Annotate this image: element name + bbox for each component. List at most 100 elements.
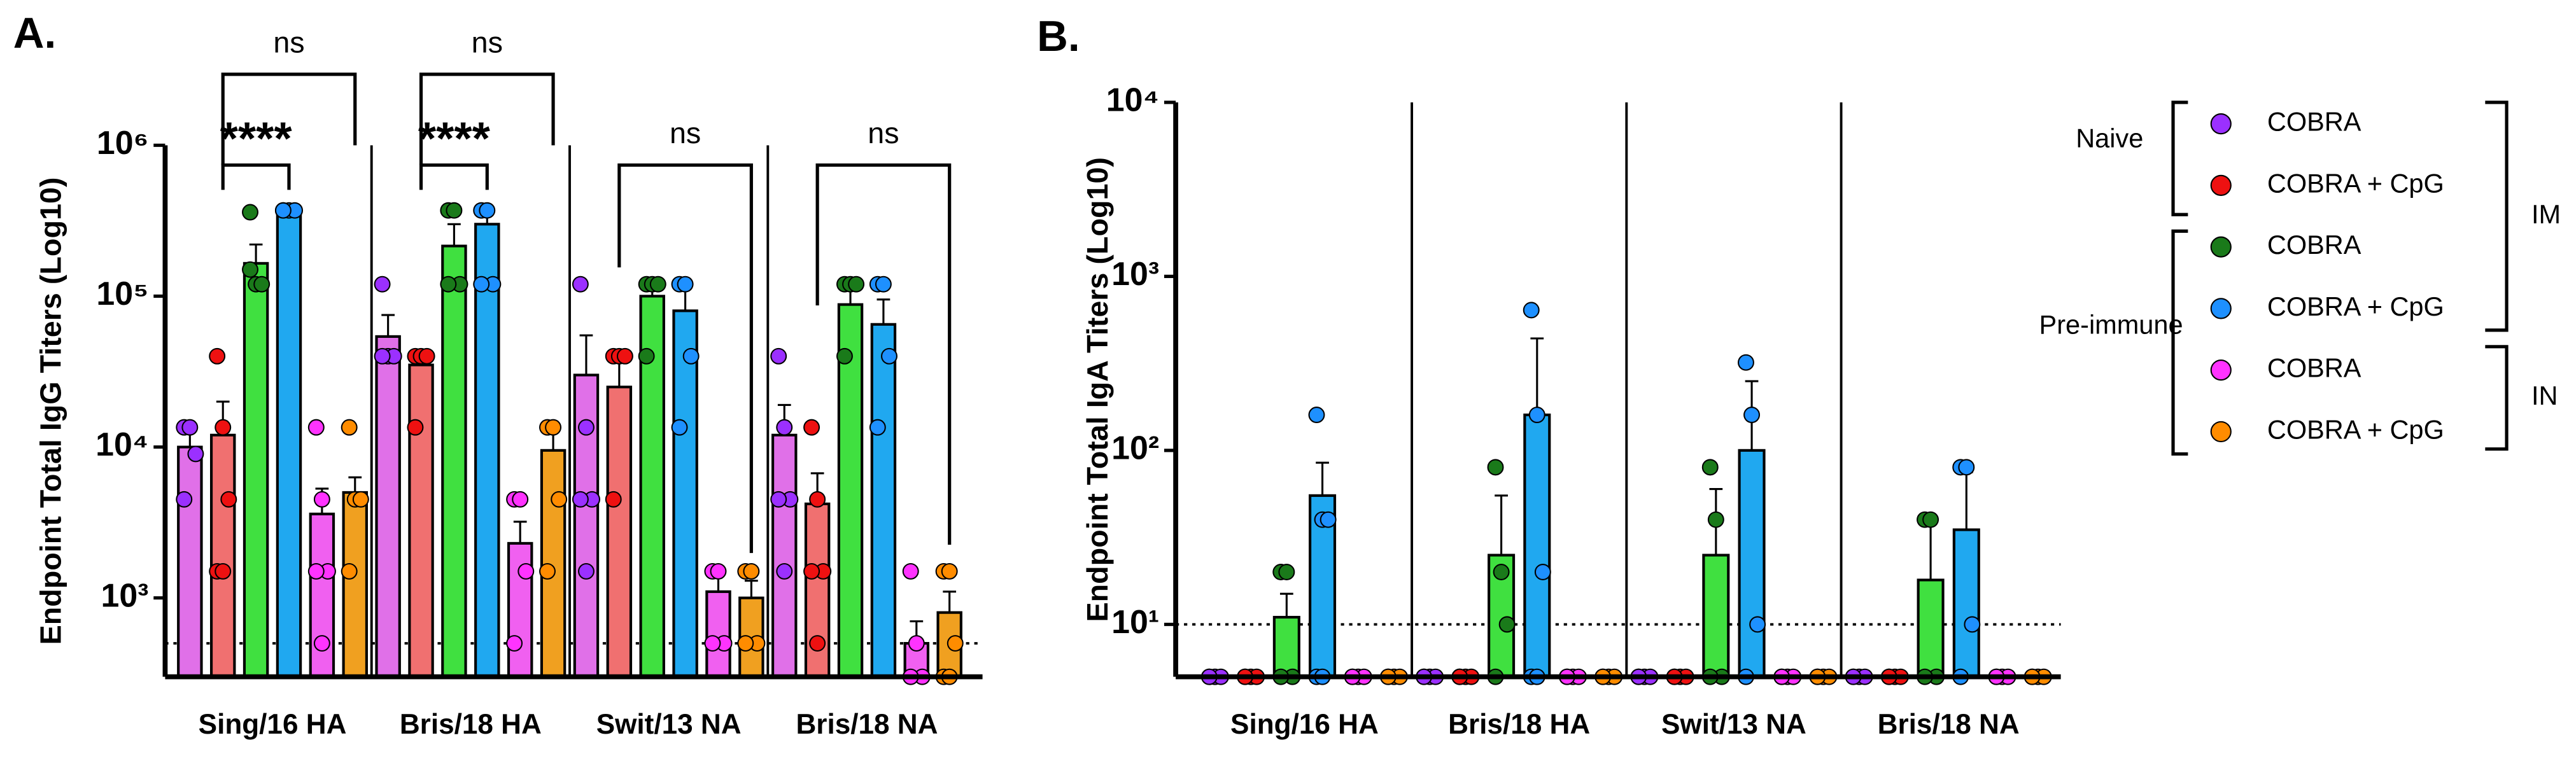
data-point — [1534, 564, 1551, 580]
bar — [705, 590, 731, 678]
bar — [342, 491, 368, 678]
legend-bracket — [2485, 345, 2509, 451]
data-point — [1958, 459, 1975, 476]
data-point — [616, 347, 633, 365]
significance-bracket — [221, 73, 357, 165]
y-tick-label: 10⁴ — [95, 426, 148, 463]
legend-label: COBRA — [2267, 230, 2361, 260]
significance-bracket — [419, 73, 555, 165]
data-point — [902, 562, 919, 580]
x-tick-label: Bris/18 NA — [796, 709, 938, 740]
data-point — [803, 562, 820, 580]
x-tick-label: Bris/18 HA — [1448, 709, 1590, 740]
legend-label: COBRA — [2267, 107, 2361, 137]
data-point — [770, 347, 787, 365]
data-point — [517, 562, 535, 580]
data-point — [473, 276, 490, 293]
data-point — [253, 276, 271, 293]
data-point — [704, 635, 721, 652]
x-tick-label: Swit/13 NA — [1661, 709, 1806, 740]
error-bar — [579, 334, 593, 375]
legend-swatch — [2210, 113, 2232, 135]
y-tick-label: 10¹ — [1111, 603, 1159, 640]
data-point — [1737, 354, 1754, 371]
legend-swatch — [2210, 174, 2232, 196]
data-point — [710, 562, 727, 580]
bar — [606, 386, 633, 678]
bar — [1952, 528, 1980, 678]
data-point — [941, 562, 958, 580]
data-point — [605, 491, 622, 508]
data-point — [572, 491, 589, 508]
x-tick-label: Swit/13 NA — [596, 709, 742, 740]
data-point — [577, 562, 595, 580]
data-point — [908, 635, 925, 652]
bar — [507, 541, 533, 678]
data-point — [215, 562, 232, 580]
significance-label: **** — [220, 113, 293, 164]
data-point — [242, 204, 258, 221]
data-point — [313, 635, 330, 652]
bar — [243, 262, 269, 678]
data-point — [539, 562, 556, 580]
legend-swatch — [2210, 421, 2232, 443]
y-tick-label: 10⁴ — [1106, 81, 1159, 118]
data-point — [1278, 564, 1295, 580]
significance-label: ns — [472, 25, 503, 59]
significance-label: ns — [670, 116, 701, 150]
bar — [1917, 578, 1945, 678]
data-point — [181, 419, 199, 436]
data-point — [352, 491, 369, 508]
y-tick-label: 10⁵ — [96, 275, 148, 312]
data-point — [776, 419, 793, 436]
data-point — [506, 635, 523, 652]
significance-bracket — [419, 163, 489, 190]
data-point — [187, 445, 204, 463]
data-point — [479, 202, 496, 219]
data-point — [1523, 302, 1540, 319]
significance-bracket — [221, 163, 291, 190]
legend-label: COBRA + CpG — [2267, 168, 2444, 198]
data-point — [809, 491, 826, 508]
bar — [309, 512, 335, 678]
y-axis-title: Endpoint Total IgG Titers (Log10) — [34, 178, 67, 645]
data-point — [803, 419, 820, 436]
data-point — [881, 347, 897, 365]
panel-label: B. — [1037, 13, 1080, 60]
data-point — [220, 491, 237, 508]
data-point — [1964, 616, 1981, 633]
error-bar — [1924, 519, 1938, 580]
error-bar — [249, 243, 263, 263]
error-bar — [744, 580, 758, 598]
data-point — [1528, 407, 1545, 423]
legend-route-label: IN — [2531, 380, 2558, 410]
y-tick-label: 10⁶ — [97, 124, 149, 161]
data-point — [1743, 407, 1761, 423]
y-axis-title: Endpoint Total IgA Titers (Log10) — [1081, 157, 1114, 622]
data-point — [682, 347, 700, 365]
data-point — [677, 276, 694, 293]
error-bar — [513, 520, 527, 543]
data-point — [947, 635, 964, 652]
data-point — [572, 276, 589, 293]
error-bar — [1279, 592, 1293, 618]
data-point — [1707, 511, 1724, 528]
error-bar — [348, 476, 362, 492]
data-point — [638, 347, 655, 365]
error-bar — [1959, 471, 1973, 530]
data-point — [341, 419, 358, 436]
data-point — [737, 635, 754, 652]
bar — [209, 433, 236, 678]
data-point — [407, 419, 424, 436]
data-point — [512, 491, 529, 508]
legend-label: COBRA + CpG — [2267, 414, 2444, 444]
data-point — [374, 276, 391, 293]
x-tick-label: Sing/16 HA — [1230, 709, 1379, 740]
data-point — [440, 276, 457, 293]
error-bar — [1495, 494, 1508, 555]
data-point — [577, 419, 595, 436]
error-bar — [943, 590, 957, 613]
bar — [837, 303, 864, 678]
data-point — [776, 562, 793, 580]
